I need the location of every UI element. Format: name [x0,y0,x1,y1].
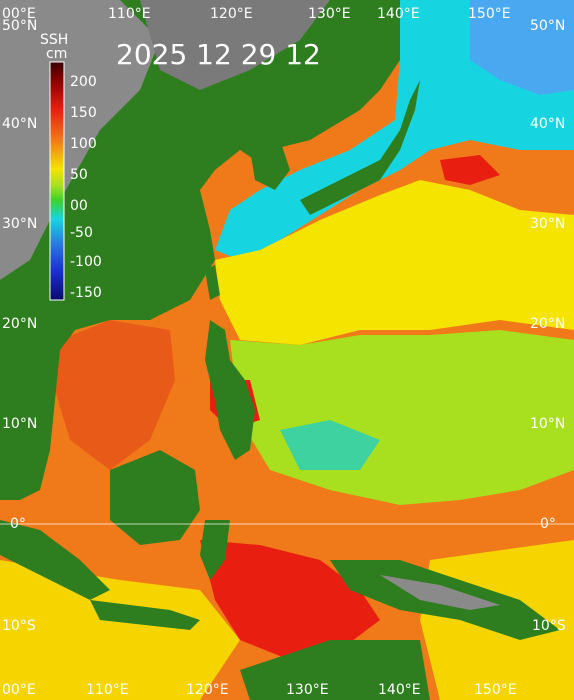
land-philippines [205,320,255,460]
lat-label: 10°N [2,416,37,432]
land-japan [300,80,420,215]
lat-label: 20°N [2,316,37,332]
lon-label: 120°E [210,6,253,22]
land-java [90,600,200,630]
ssh-red-east-pool [440,155,500,185]
lat-label: 30°N [530,216,565,232]
lat-labels-right: 50°N 40°N 30°N 20°N 10°N 0° 10°S [530,18,566,634]
lon-labels-top: 00°E 110°E 120°E 130°E 140°E 150°E [2,6,511,22]
lon-label: 00°E [2,6,36,22]
colorbar-tick: 50 [70,167,88,183]
lon-label: 00°E [2,682,36,698]
lon-label: 150°E [474,682,517,698]
lon-label: 130°E [308,6,351,22]
colorbar: SSH cm 200 150 100 50 00 -50 -100 -150 [40,32,102,301]
ssh-cyan-patch-equator [280,420,380,470]
colorbar-tick: -150 [70,285,102,301]
ssh-blue-patch [470,0,574,95]
land-korea [250,140,290,190]
lat-labels-left: 50°N 40°N 30°N 20°N 10°N 0° 10°S [2,18,37,634]
land-taiwan [205,265,220,300]
colorbar-tick: 200 [70,74,97,90]
lon-label: 120°E [186,682,229,698]
colorbar-tick: 00 [70,198,88,214]
ssh-yellow-region [215,180,574,345]
lon-label: 150°E [468,6,511,22]
colorbar-tick: -50 [70,225,93,241]
lat-label: 0° [540,516,556,532]
lon-label: 140°E [378,682,421,698]
land-tibet-mountains [0,0,160,280]
lat-label: 10°S [532,618,566,634]
lat-label: 40°N [530,116,565,132]
land-new-guinea-mountains [380,575,500,610]
land-sumatra [0,520,110,600]
lat-label: 50°N [2,18,37,34]
ssh-red-south-china-sea [55,320,175,470]
lat-label: 10°S [2,618,36,634]
lon-label: 110°E [108,6,151,22]
colorbar-label-unit: cm [46,46,67,62]
land-australia [240,640,430,700]
colorbar-tick: 150 [70,105,97,121]
lat-label: 0° [10,516,26,532]
land-borneo [110,450,200,545]
lat-label: 30°N [2,216,37,232]
lon-label: 130°E [286,682,329,698]
lon-label: 110°E [86,682,129,698]
lat-label: 50°N [530,18,565,34]
lat-label: 40°N [2,116,37,132]
colorbar-label-ssh: SSH [40,32,68,48]
lat-label: 20°N [530,316,565,332]
lon-labels-bottom: 00°E 110°E 120°E 130°E 140°E 150°E [2,682,517,698]
ssh-yellow-south [0,560,240,700]
ssh-red-banda-sea [200,540,380,660]
colorbar-swatch [49,61,65,301]
colorbar-tick: 100 [70,136,97,152]
map-title: 2025 12 29 12 [116,38,321,71]
colorbar-tick: -100 [70,254,102,270]
lat-label: 10°N [530,416,565,432]
land-north-gray [140,0,330,90]
land-sulawesi [200,520,230,580]
lon-label: 140°E [377,6,420,22]
